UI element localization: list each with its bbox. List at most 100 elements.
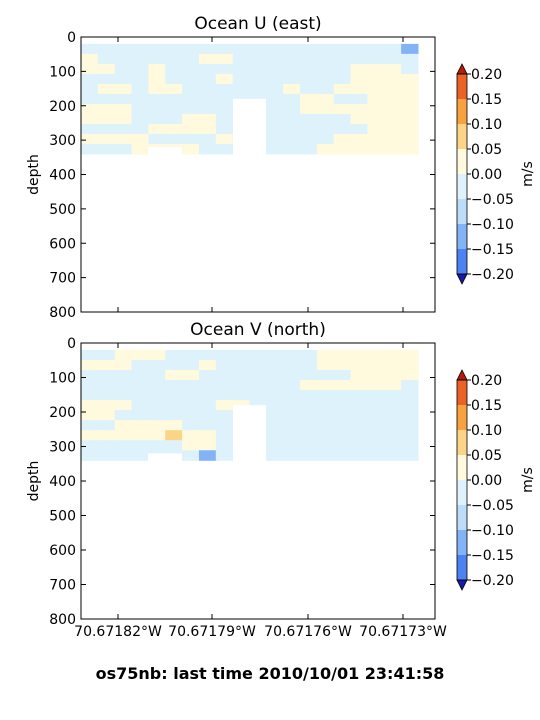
- heatmap-cell: [81, 93, 99, 105]
- heatmap-cell: [401, 400, 419, 411]
- heatmap-cell: [148, 93, 166, 105]
- heatmap-cell: [401, 113, 419, 125]
- heatmap-cell: [81, 440, 99, 451]
- heatmap-cell: [300, 400, 318, 411]
- heatmap-cell: [198, 123, 217, 135]
- heatmap-cell: [182, 410, 200, 421]
- heatmap-cell: [182, 359, 200, 371]
- heatmap-cell: [148, 133, 166, 145]
- heatmap-cell: [384, 369, 402, 381]
- heatmap-cell: [316, 143, 335, 155]
- colorbar-extend-under: [456, 579, 468, 591]
- heatmap-cell: [266, 450, 284, 461]
- heatmap-cell: [198, 103, 217, 115]
- heatmap-cell: [249, 359, 267, 371]
- heatmap-cell: [266, 63, 284, 75]
- heatmap-cell: [300, 410, 318, 421]
- heatmap-cell: [131, 390, 149, 401]
- x-tick-label: 70.67173°W: [359, 624, 447, 640]
- heatmap-cell: [401, 143, 419, 155]
- y-tick-label: 0: [67, 336, 76, 352]
- heatmap-cell: [266, 133, 284, 145]
- heatmap-cell: [148, 113, 166, 125]
- heatmap-cell: [333, 400, 352, 411]
- heatmap-cell: [350, 440, 368, 451]
- heatmap-cell: [384, 380, 402, 391]
- heatmap-cell: [333, 450, 352, 461]
- heatmap-cell: [165, 440, 183, 451]
- heatmap-cell: [350, 390, 368, 401]
- heatmap-cell: [81, 390, 99, 401]
- y-tick-label: 0: [67, 30, 76, 46]
- y-tick-label: 500: [49, 202, 76, 218]
- heatmap-cell: [367, 410, 385, 421]
- heatmap-cell: [401, 123, 419, 135]
- heatmap-cell: [384, 400, 402, 411]
- colorbar-segment: [457, 174, 467, 199]
- heatmap-cell: [367, 440, 385, 451]
- heatmap-cell: [266, 410, 284, 421]
- heatmap-cell: [283, 43, 301, 55]
- heatmap-cell: [232, 380, 250, 391]
- heatmap-cell: [81, 83, 99, 95]
- heatmap-cell: [350, 83, 368, 95]
- heatmap-cell: [131, 349, 149, 361]
- heatmap-cell: [283, 93, 301, 105]
- heatmap-cells: [81, 43, 419, 155]
- heatmap-cell: [215, 43, 234, 55]
- heatmap-cell: [333, 53, 352, 65]
- masked-gap: [233, 98, 266, 155]
- heatmap-cell: [283, 380, 301, 391]
- heatmap-cell: [148, 123, 166, 135]
- heatmap-cell: [350, 430, 368, 441]
- heatmap-cell: [249, 53, 267, 65]
- heatmap-cell: [97, 359, 116, 371]
- heatmap-cell: [232, 349, 250, 361]
- y-tick-label: 700: [49, 271, 76, 287]
- heatmap-cell: [401, 410, 419, 421]
- heatmap-cell: [97, 43, 116, 55]
- heatmap-cell: [300, 133, 318, 145]
- heatmap-cell: [131, 410, 149, 421]
- heatmap-cell: [97, 63, 116, 75]
- heatmap-cell: [283, 63, 301, 75]
- heatmap-cell: [316, 123, 335, 135]
- heatmap-cell: [97, 430, 116, 441]
- heatmap-cell: [165, 400, 183, 411]
- heatmap-cell: [165, 83, 183, 95]
- heatmap-cell: [316, 359, 335, 371]
- heatmap-cell: [81, 400, 99, 411]
- heatmap-cell: [401, 359, 419, 371]
- heatmap-cell: [131, 73, 149, 85]
- heatmap-cell: [401, 43, 419, 55]
- heatmap-cell: [401, 380, 419, 391]
- heatmap-cell: [215, 143, 234, 155]
- y-axis-label: depth: [26, 154, 42, 195]
- colorbar-segment: [457, 124, 467, 149]
- heatmap-cell: [367, 103, 385, 115]
- heatmap-cell: [215, 430, 234, 441]
- masked-gap: [148, 147, 182, 155]
- heatmap-cell: [148, 440, 166, 451]
- heatmap-cell: [114, 53, 133, 65]
- heatmap-cell: [131, 380, 149, 391]
- heatmap-cell: [316, 369, 335, 381]
- heatmap-cell: [165, 349, 183, 361]
- heatmap-cell: [384, 440, 402, 451]
- heatmap-cell: [131, 113, 149, 125]
- heatmap-cell: [350, 43, 368, 55]
- heatmap-cell: [283, 349, 301, 361]
- colorbar-tick-label: 0.05: [471, 448, 502, 464]
- heatmap-cell: [333, 93, 352, 105]
- heatmap-cell: [232, 43, 250, 55]
- heatmap-cell: [97, 113, 116, 125]
- heatmap-cell: [182, 113, 200, 125]
- heatmap-cell: [182, 123, 200, 135]
- heatmap-cell: [81, 43, 99, 55]
- heatmap-cell: [198, 380, 217, 391]
- heatmap-cell: [114, 359, 133, 371]
- heatmap-cell: [97, 420, 116, 431]
- heatmap-cell: [114, 63, 133, 75]
- heatmap-cell: [131, 103, 149, 115]
- heatmap-cell: [114, 380, 133, 391]
